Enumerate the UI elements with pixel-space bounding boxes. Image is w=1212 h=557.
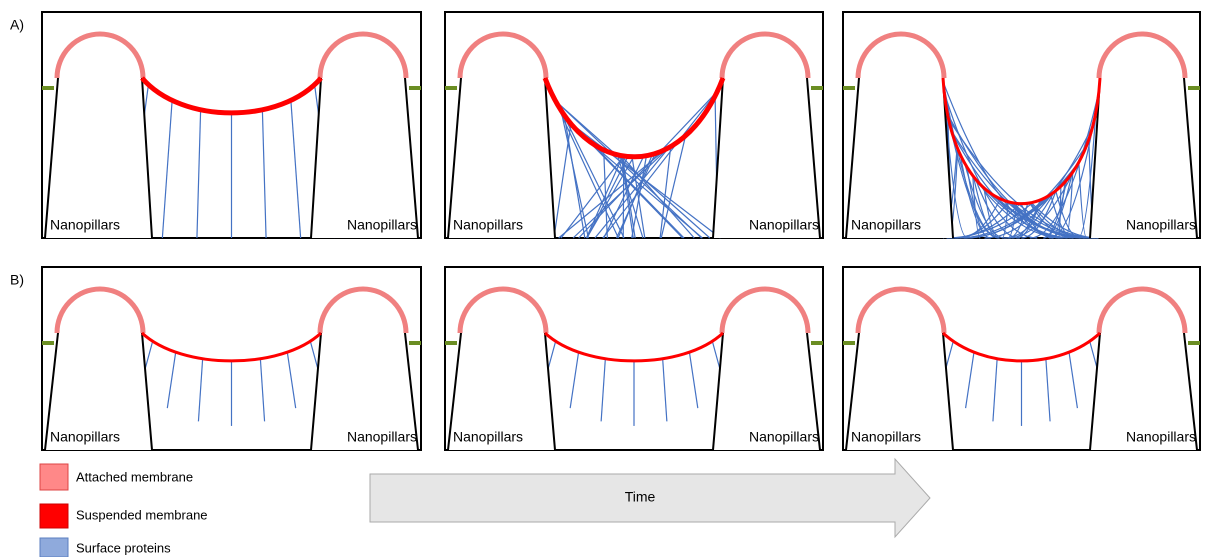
surface-protein bbox=[286, 352, 297, 409]
suspended-membrane bbox=[140, 331, 323, 363]
attached-membrane bbox=[1096, 286, 1188, 334]
surface-protein bbox=[954, 201, 1009, 239]
row-label: A) bbox=[10, 17, 24, 33]
surface-protein bbox=[1030, 91, 1100, 239]
surface-protein bbox=[553, 123, 572, 239]
pillar-label: Nanopillars bbox=[453, 429, 523, 445]
surface-protein bbox=[586, 156, 629, 239]
surface-protein bbox=[662, 358, 668, 422]
surface-protein bbox=[560, 155, 625, 239]
suspended-membrane bbox=[941, 331, 1102, 363]
surface-protein bbox=[590, 141, 685, 239]
pillar-label: Nanopillars bbox=[1126, 217, 1196, 233]
surface-protein bbox=[959, 154, 991, 239]
suspended-membrane bbox=[542, 77, 726, 160]
pillar-label: Nanopillars bbox=[50, 429, 120, 445]
suspended-membrane bbox=[140, 76, 323, 116]
surface-protein bbox=[1001, 201, 1009, 239]
surface-protein bbox=[688, 352, 699, 409]
surface-protein bbox=[964, 160, 1080, 239]
attached-membrane bbox=[54, 286, 146, 334]
legend-swatch-proteins bbox=[39, 537, 69, 557]
pillar-label: Nanopillars bbox=[347, 429, 417, 445]
attached-membrane bbox=[54, 31, 146, 79]
time-arrow bbox=[369, 457, 931, 539]
surface-protein bbox=[1068, 352, 1079, 409]
attached-membrane bbox=[317, 31, 409, 79]
attached-membrane bbox=[317, 286, 409, 334]
attached-membrane bbox=[719, 286, 811, 334]
pillar-label: Nanopillars bbox=[347, 217, 417, 233]
legend-label: Surface proteins bbox=[76, 540, 171, 555]
surface-protein bbox=[594, 147, 670, 239]
surface-protein bbox=[563, 114, 586, 239]
attached-membrane bbox=[457, 31, 549, 79]
surface-protein bbox=[1021, 190, 1057, 239]
surface-protein bbox=[1049, 120, 1095, 239]
surface-protein bbox=[1065, 172, 1074, 239]
surface-protein bbox=[161, 100, 173, 239]
surface-protein bbox=[1045, 358, 1051, 422]
row-label: B) bbox=[10, 272, 24, 288]
attached-membrane bbox=[457, 286, 549, 334]
pillar-label: Nanopillars bbox=[50, 217, 120, 233]
surface-protein bbox=[166, 352, 177, 409]
surface-protein bbox=[196, 109, 202, 239]
surface-protein bbox=[569, 352, 580, 409]
legend-label: Suspended membrane bbox=[76, 507, 208, 522]
pillar-label: Nanopillars bbox=[851, 429, 921, 445]
surface-protein bbox=[964, 352, 975, 409]
surface-protein bbox=[600, 358, 606, 422]
surface-protein bbox=[1020, 203, 1054, 239]
surface-protein bbox=[290, 100, 302, 239]
surface-protein bbox=[555, 100, 711, 239]
suspended-membrane bbox=[543, 331, 725, 363]
surface-protein bbox=[659, 146, 672, 239]
surface-protein bbox=[943, 92, 1038, 239]
surface-protein bbox=[1050, 194, 1074, 239]
legend-label: Attached membrane bbox=[76, 469, 193, 484]
surface-protein bbox=[197, 358, 204, 422]
surface-protein bbox=[581, 134, 703, 239]
surface-protein bbox=[660, 135, 687, 239]
surface-protein bbox=[259, 358, 266, 422]
surface-protein bbox=[602, 91, 718, 239]
surface-protein bbox=[603, 149, 608, 239]
time-label: Time bbox=[625, 489, 656, 505]
surface-protein bbox=[972, 176, 1000, 239]
attached-membrane bbox=[1096, 31, 1188, 79]
pillar-label: Nanopillars bbox=[1126, 429, 1196, 445]
legend-swatch-suspended bbox=[39, 503, 69, 529]
surface-protein bbox=[622, 156, 625, 239]
surface-protein bbox=[555, 100, 702, 239]
attached-membrane bbox=[855, 286, 947, 334]
surface-protein bbox=[992, 358, 998, 422]
surface-protein bbox=[620, 155, 695, 239]
surface-protein bbox=[578, 90, 718, 239]
surface-protein bbox=[942, 81, 1000, 239]
suspended-membrane bbox=[941, 77, 1102, 206]
pillar-label: Nanopillars bbox=[851, 217, 921, 233]
pillar-label: Nanopillars bbox=[453, 217, 523, 233]
attached-membrane bbox=[719, 31, 811, 79]
surface-protein bbox=[1004, 191, 1055, 239]
pillar-label: Nanopillars bbox=[749, 217, 819, 233]
surface-protein bbox=[586, 156, 635, 239]
pillar-label: Nanopillars bbox=[749, 429, 819, 445]
attached-membrane bbox=[855, 31, 947, 79]
surface-protein bbox=[261, 109, 267, 239]
legend-swatch-attached bbox=[39, 463, 69, 491]
